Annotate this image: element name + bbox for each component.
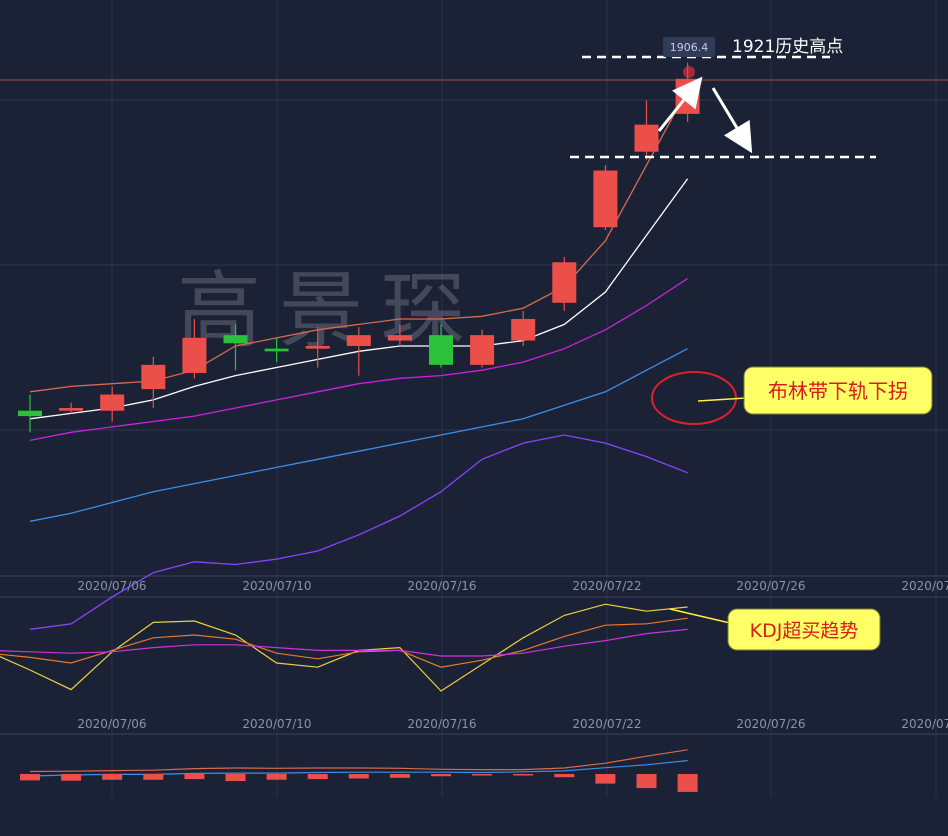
watermark-text: 高景琛	[177, 262, 483, 360]
candle	[59, 402, 84, 414]
candle	[18, 394, 42, 433]
macd-line-0	[29, 749, 688, 773]
x-tick-label-main: 2020/07/10	[242, 579, 311, 593]
macd-bar	[431, 774, 451, 777]
candle-body	[387, 335, 412, 341]
candle-body	[634, 124, 659, 152]
kdj-callout-box	[727, 608, 881, 651]
candle-body	[470, 335, 495, 365]
candle-body	[305, 345, 330, 349]
x-tick-label-main: 2020/07/26	[736, 579, 805, 593]
candle	[470, 329, 495, 368]
candle-body	[511, 318, 536, 341]
macd-bar	[20, 774, 40, 781]
x-tick-label-kdj: 2020/07/30	[901, 717, 948, 731]
candle-body	[552, 262, 577, 303]
macd-bar	[513, 774, 534, 776]
macd-line-1	[29, 760, 688, 777]
macd-bar	[143, 774, 164, 780]
macd-bar	[636, 774, 657, 789]
price-marker-box	[663, 37, 715, 57]
candle-body	[182, 337, 207, 373]
kdj-line-2	[0, 628, 688, 657]
candle	[429, 324, 453, 368]
x-tick-label-kdj: 2020/07/10	[242, 717, 311, 731]
x-tick-label-main: 2020/07/30	[901, 579, 948, 593]
up-arrow	[657, 76, 703, 132]
candle	[511, 310, 536, 346]
macd-bar	[184, 774, 205, 780]
candle	[305, 327, 330, 368]
candle-body	[18, 410, 42, 417]
high-label: 1921历史高点	[732, 37, 843, 57]
candle	[552, 256, 577, 311]
macd-bar	[554, 774, 575, 778]
macd-bar	[225, 774, 246, 782]
kdj-callout-text: KDJ超买趋势	[750, 620, 859, 642]
candle	[593, 165, 618, 230]
boll-callout-pointer	[697, 397, 747, 402]
candle-body	[141, 364, 166, 390]
candle	[223, 324, 248, 371]
candle-body	[59, 408, 84, 411]
candle	[346, 327, 371, 376]
x-tick-label-kdj: 2020/07/06	[77, 717, 146, 731]
down-arrow	[711, 87, 753, 154]
macd-bar	[595, 774, 616, 784]
boll-callout-box	[743, 366, 933, 415]
x-tick-label-main: 2020/07/16	[407, 579, 476, 593]
macd-bar	[348, 774, 369, 779]
macd-bar	[307, 774, 328, 780]
ma-line-3	[29, 434, 688, 630]
candle-body	[100, 394, 125, 411]
candle	[387, 324, 412, 346]
candle-body	[429, 335, 453, 365]
candle	[264, 337, 289, 363]
macd-bar	[61, 774, 82, 781]
kdj-callout-pointer	[669, 608, 731, 624]
candle-body	[346, 335, 371, 346]
candle	[100, 386, 125, 422]
candle-body	[264, 348, 289, 352]
macd-bar	[266, 774, 287, 780]
ma-line-4	[29, 89, 689, 393]
x-tick-label-kdj: 2020/07/22	[572, 717, 641, 731]
price-marker-text: 1906.4	[670, 41, 709, 54]
candle-body	[593, 170, 618, 228]
ma-line-1	[29, 277, 688, 442]
candle-body	[223, 335, 248, 344]
ma-line-2	[29, 348, 688, 522]
macd-bar	[389, 774, 410, 778]
x-tick-label-kdj: 2020/07/16	[407, 717, 476, 731]
x-tick-label-main: 2020/07/06	[77, 579, 146, 593]
x-tick-label-kdj: 2020/07/26	[736, 717, 805, 731]
candle	[634, 100, 659, 160]
high-point-glow	[683, 66, 695, 78]
candle	[141, 356, 166, 409]
macd-bar	[677, 774, 698, 792]
x-tick-label-main: 2020/07/22	[572, 579, 641, 593]
boll-callout-text: 布林带下轨下拐	[768, 379, 908, 403]
candle	[182, 318, 207, 379]
kdj-line-0	[0, 603, 688, 692]
macd-bar	[472, 774, 493, 776]
macd-bar	[102, 774, 123, 780]
